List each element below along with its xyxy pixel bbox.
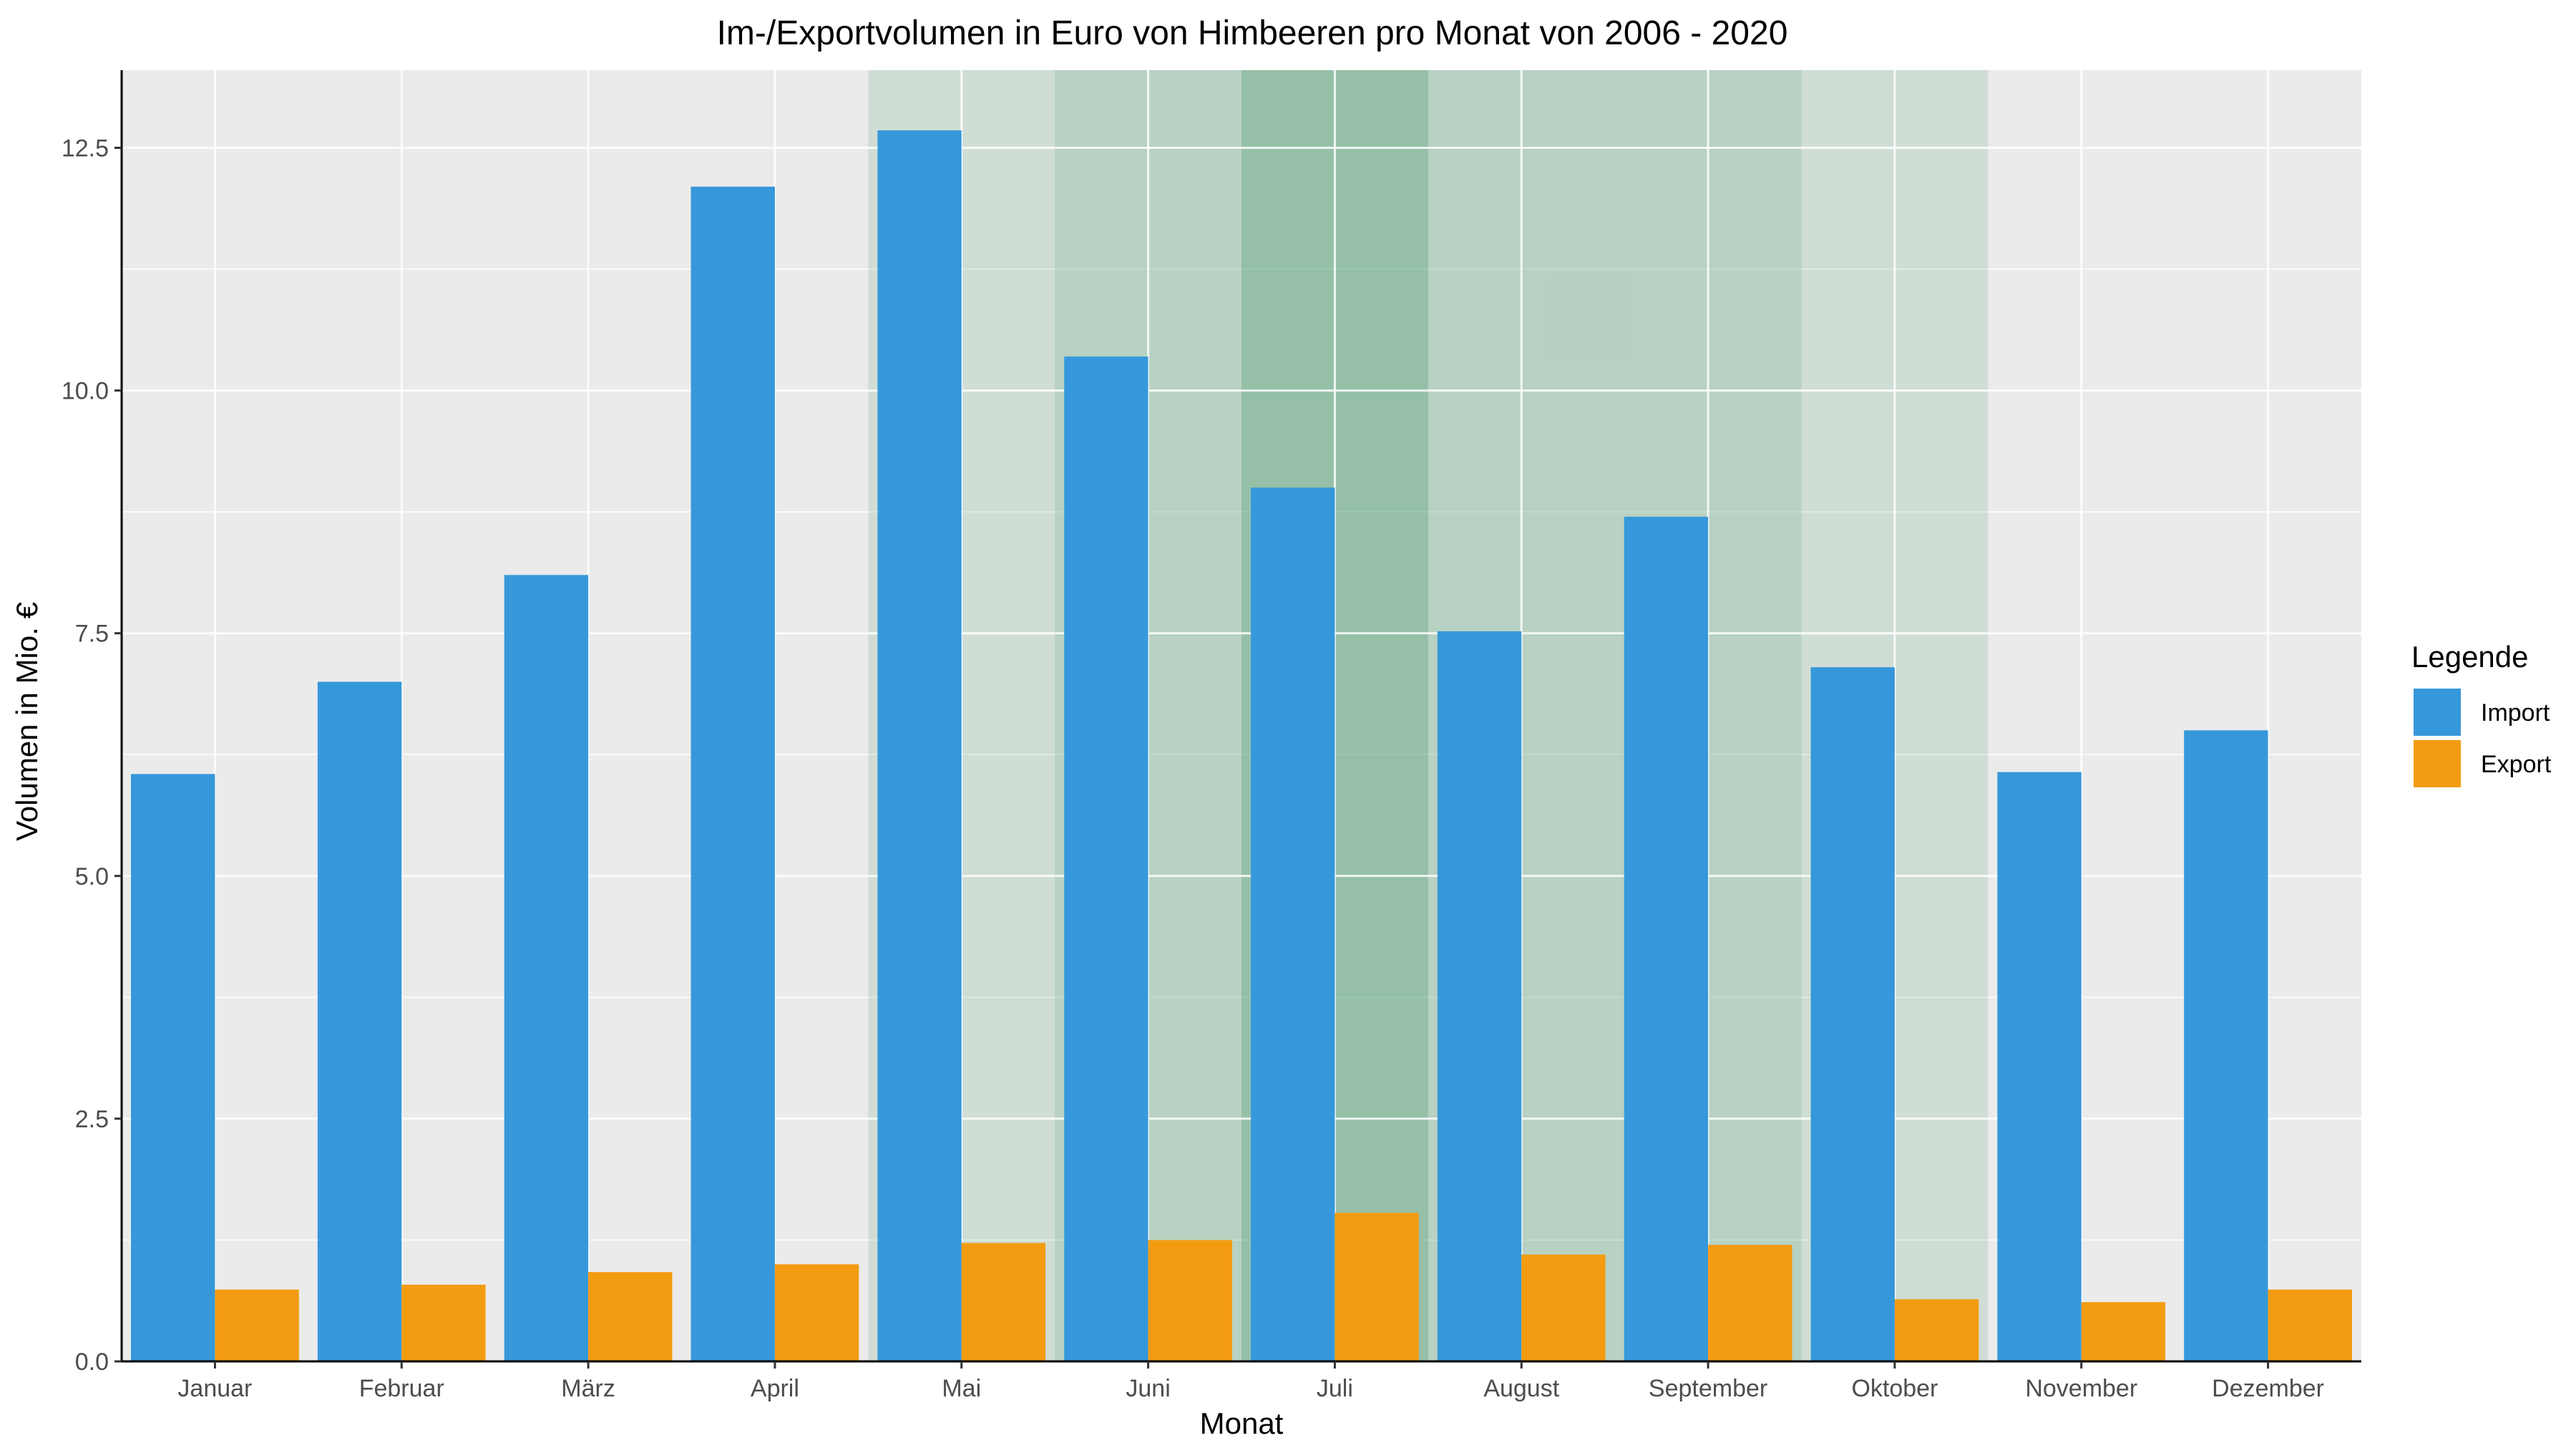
x-tick-label: Juni [1126, 1375, 1170, 1402]
bar-import [691, 186, 775, 1362]
x-axis-ticks: Januar Februar März April Mai Juni Juli August S… [177, 1361, 2324, 1402]
axes [120, 70, 2361, 1363]
legend-key-import [2414, 689, 2461, 736]
x-tick-label: Mai [942, 1375, 981, 1402]
bar-import [1437, 631, 1522, 1361]
y-axis-ticks: 0.0 2.5 5.0 7.5 10.0 12.5 [62, 135, 122, 1376]
bar-export [401, 1284, 486, 1361]
chart-title: Im-/Exportvolumen in Euro von Himbeeren … [717, 14, 1788, 52]
bar-export [774, 1264, 859, 1361]
y-tick-label: 12.5 [62, 135, 109, 162]
bar-import [2184, 730, 2268, 1361]
x-axis-title: Monat [1200, 1406, 1284, 1440]
bar-export [1708, 1245, 1792, 1361]
x-tick-label: April [751, 1375, 799, 1402]
y-tick-label: 10.0 [62, 378, 109, 405]
bar-import [1810, 667, 1895, 1361]
legend-title: Legende [2411, 640, 2529, 674]
x-tick-label: Oktober [1851, 1375, 1938, 1402]
bar-import [1064, 356, 1148, 1361]
legend: Legende Import Export [2411, 640, 2552, 787]
x-tick-label: Januar [177, 1375, 252, 1402]
bar-import [317, 681, 402, 1361]
season-band [868, 70, 1989, 1361]
bar-export [1894, 1299, 1979, 1361]
y-tick-label: 5.0 [75, 863, 109, 890]
bar-export [2268, 1289, 2352, 1361]
bar-import [1251, 487, 1335, 1362]
plot-panel [122, 70, 2361, 1361]
bar-export [2081, 1302, 2166, 1361]
bar-import [131, 774, 215, 1361]
bar-export [1335, 1213, 1419, 1361]
bar-import [877, 130, 962, 1362]
y-tick-label: 2.5 [75, 1106, 109, 1133]
x-tick-label: August [1483, 1375, 1559, 1402]
minor-gridlines [122, 268, 2361, 1241]
bar-export [1148, 1240, 1232, 1361]
x-tick-label: November [2025, 1375, 2137, 1402]
legend-key-export [2414, 740, 2461, 787]
bar-import [1997, 772, 2082, 1361]
y-axis-title: Volumen in Mio. € [10, 602, 44, 841]
legend-label: Export [2481, 751, 2552, 778]
bar-import [504, 575, 589, 1362]
y-tick-label: 0.0 [75, 1348, 109, 1376]
y-tick-label: 7.5 [75, 621, 109, 648]
x-tick-label: Dezember [2212, 1375, 2324, 1402]
panel-background [122, 70, 2361, 1361]
x-tick-label: Februar [359, 1375, 444, 1402]
x-tick-label: Juli [1317, 1375, 1353, 1402]
bar-export [1521, 1254, 1606, 1361]
x-tick-label: September [1649, 1375, 1767, 1402]
bar-export [215, 1289, 299, 1361]
x-tick-label: März [561, 1375, 615, 1402]
bar-export [961, 1243, 1046, 1361]
legend-label: Import [2481, 699, 2550, 726]
bar-import [1624, 516, 1709, 1361]
bar-export [588, 1272, 673, 1361]
bars [131, 130, 2352, 1362]
